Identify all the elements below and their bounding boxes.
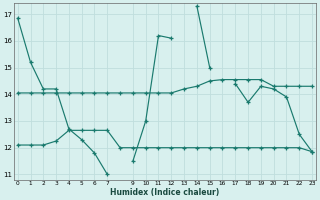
X-axis label: Humidex (Indice chaleur): Humidex (Indice chaleur) — [110, 188, 220, 197]
